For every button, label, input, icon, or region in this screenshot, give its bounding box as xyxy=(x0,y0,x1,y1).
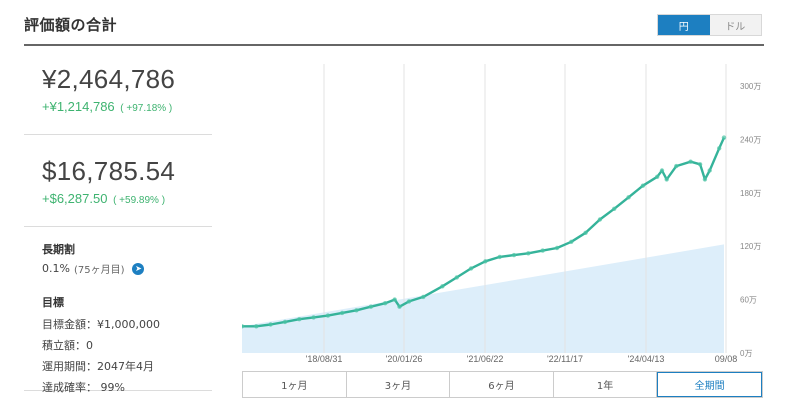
valuation-point xyxy=(702,177,708,182)
currency-toggle[interactable]: 円 ドル xyxy=(657,14,762,36)
period-3-months[interactable]: 3ヶ月 xyxy=(347,372,451,397)
valuation-point xyxy=(717,146,722,151)
valuation-point xyxy=(254,324,259,329)
yen-gain-amount: +¥1,214,786 xyxy=(42,99,115,114)
long-term-discount-line: 0.1% (75ヶ月目) ➤ xyxy=(42,261,212,276)
valuation-point xyxy=(383,301,388,306)
valuation-point xyxy=(268,322,273,327)
valuation-point xyxy=(540,248,545,253)
goal-contribution: 積立額：0 xyxy=(42,339,93,352)
valuation-point xyxy=(583,230,588,235)
valuation-line xyxy=(242,137,726,328)
valuation-point xyxy=(597,217,603,222)
usd-summary: $16,785.54 +$6,287.50 ( +59.89% ) xyxy=(24,135,212,227)
y-tick-label: 180万 xyxy=(740,189,761,198)
y-tick-label: 60万 xyxy=(740,296,757,305)
valuation-point xyxy=(569,239,574,244)
goal-period: 運用期間：2047年4月 xyxy=(42,360,154,373)
valuation-point xyxy=(440,284,445,289)
valuation-point xyxy=(674,163,679,169)
goal-title: 目標 xyxy=(42,296,64,309)
valuation-point xyxy=(297,317,302,322)
x-tick-label: '22/11/17 xyxy=(547,354,583,364)
valuation-point xyxy=(721,135,727,140)
goal-target-amount: 目標金額：¥1,000,000 xyxy=(42,318,160,331)
valuation-point xyxy=(397,304,402,309)
valuation-point xyxy=(626,195,631,200)
period-1-month[interactable]: 1ヶ月 xyxy=(243,372,347,397)
valuation-point xyxy=(554,245,560,251)
currency-yen-option[interactable]: 円 xyxy=(658,15,710,35)
usd-valuation: $16,785.54 xyxy=(42,156,176,186)
valuation-point xyxy=(282,319,288,325)
valuation-point xyxy=(688,159,693,164)
x-tick-label: '21/06/22 xyxy=(467,354,504,364)
yen-valuation: ¥2,464,786 xyxy=(42,64,176,94)
valuation-point xyxy=(612,206,617,211)
y-tick-label: 300万 xyxy=(740,82,761,91)
usd-gain-amount: +$6,287.50 xyxy=(42,191,108,206)
header: 評価額の合計 円 ドル xyxy=(24,0,764,46)
y-tick-label: 120万 xyxy=(740,242,761,251)
valuation-point xyxy=(392,297,397,302)
summary-panel: ¥2,464,786 +¥1,214,786 ( +97.18% ) $16,7… xyxy=(24,48,212,411)
valuation-point xyxy=(526,251,531,256)
y-tick-label: 0万 xyxy=(740,349,752,358)
yen-gain: +¥1,214,786 ( +97.18% ) xyxy=(42,99,212,114)
long-term-discount-value: 0.1% xyxy=(42,262,70,275)
valuation-point xyxy=(659,168,665,173)
valuation-point xyxy=(511,252,517,258)
invested-area xyxy=(242,244,724,353)
long-term-discount-title: 長期割 xyxy=(42,243,75,256)
valuation-point xyxy=(664,177,669,182)
valuation-chart-svg: 0万 60万 120万 180万 240万 300万 '18/08/31 '20/01/26 '… xyxy=(242,64,761,364)
valuation-point xyxy=(421,294,426,300)
x-tick-label: '20/01/26 xyxy=(386,354,423,364)
period-1-year[interactable]: 1年 xyxy=(554,372,658,397)
valuation-point xyxy=(311,315,316,320)
valuation-point xyxy=(325,313,331,318)
x-tick-label: '18/08/31 xyxy=(306,354,343,364)
valuation-point xyxy=(483,259,488,264)
valuation-point xyxy=(707,168,712,173)
valuation-point xyxy=(368,304,374,309)
valuation-point xyxy=(406,299,412,304)
page-title: 評価額の合計 xyxy=(24,16,118,34)
yen-summary: ¥2,464,786 +¥1,214,786 ( +97.18% ) xyxy=(24,48,212,135)
arrow-right-icon[interactable]: ➤ xyxy=(132,262,145,275)
period-selector[interactable]: 1ヶ月 3ヶ月 6ヶ月 1年 全期間 xyxy=(242,371,763,398)
valuation-point xyxy=(354,308,359,313)
valuation-point xyxy=(468,266,474,271)
goal-probability: 達成確率： 99% xyxy=(42,381,125,394)
valuation-point xyxy=(697,162,703,167)
y-tick-label: 240万 xyxy=(740,135,761,144)
currency-dollar-option[interactable]: ドル xyxy=(709,15,761,35)
valuation-point xyxy=(497,254,502,260)
x-tick-label: 09/08 xyxy=(715,354,738,364)
valuation-chart: 0万 60万 120万 180万 240万 300万 '18/08/31 '20/01/26 '… xyxy=(242,60,772,365)
x-tick-label: '24/04/13 xyxy=(628,354,665,364)
period-6-months[interactable]: 6ヶ月 xyxy=(450,372,554,397)
usd-gain: +$6,287.50 ( +59.89% ) xyxy=(42,191,212,206)
long-term-discount-months: (75ヶ月目) xyxy=(73,265,125,276)
yen-gain-pct: ( +97.18% ) xyxy=(120,103,173,114)
info-block: 長期割 0.1% (75ヶ月目) ➤ 目標 目標金額：¥1,000,000 積立… xyxy=(24,227,212,394)
valuation-point xyxy=(454,275,459,280)
valuation-point xyxy=(640,183,646,188)
valuation-point xyxy=(242,324,245,329)
valuation-point xyxy=(655,174,660,179)
period-all[interactable]: 全期間 xyxy=(657,372,762,397)
valuation-point xyxy=(340,310,345,316)
usd-gain-pct: ( +59.89% ) xyxy=(113,195,166,206)
